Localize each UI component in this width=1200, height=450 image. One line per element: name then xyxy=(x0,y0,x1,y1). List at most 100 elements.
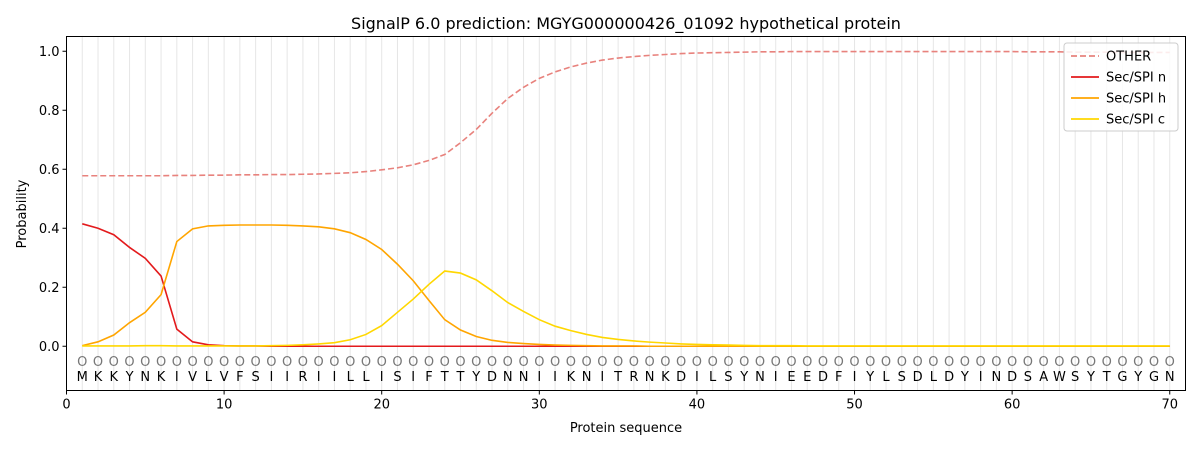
residue-label: S xyxy=(251,370,259,385)
residue-label: L xyxy=(930,370,938,385)
region-marker: O xyxy=(235,355,245,370)
residue-label: N xyxy=(645,370,655,385)
residue-label: K xyxy=(661,370,670,385)
residue-label: F xyxy=(425,370,432,385)
region-marker: O xyxy=(897,355,907,370)
region-marker: O xyxy=(755,355,765,370)
residue-label: E xyxy=(787,370,795,385)
region-marker: O xyxy=(723,355,733,370)
region-marker: O xyxy=(566,355,576,370)
residue-label: N xyxy=(519,370,529,385)
residue-label: T xyxy=(613,370,622,385)
residue-label: E xyxy=(803,370,811,385)
residue-label: Y xyxy=(739,370,748,385)
region-marker: O xyxy=(534,355,544,370)
region-marker: O xyxy=(550,355,560,370)
residue-label: I xyxy=(380,370,384,385)
region-marker: O xyxy=(408,355,418,370)
region-marker: O xyxy=(471,355,481,370)
x-tick-label: 40 xyxy=(689,398,706,413)
region-marker: O xyxy=(708,355,718,370)
region-marker: O xyxy=(660,355,670,370)
region-marker: O xyxy=(1117,355,1127,370)
residue-label: L xyxy=(882,370,890,385)
region-marker: O xyxy=(928,355,938,370)
region-marker: O xyxy=(613,355,623,370)
region-marker: O xyxy=(187,355,197,370)
residue-label: F xyxy=(835,370,842,385)
residue-label: I xyxy=(333,370,337,385)
residue-label: V xyxy=(220,370,229,385)
region-marker: O xyxy=(298,355,308,370)
region-marker: O xyxy=(1086,355,1096,370)
y-tick-label: 0.8 xyxy=(39,104,60,119)
region-marker: O xyxy=(1165,355,1175,370)
residue-label: Y xyxy=(471,370,480,385)
region-marker: O xyxy=(77,355,87,370)
residue-label: I xyxy=(175,370,179,385)
legend-box xyxy=(1063,42,1179,132)
region-marker: O xyxy=(1039,355,1049,370)
series-line-sec-spi-c xyxy=(82,270,1170,347)
region-marker: O xyxy=(140,355,150,370)
residue-label: L xyxy=(709,370,717,385)
x-tick-label: 0 xyxy=(62,398,70,413)
x-tick-label: 10 xyxy=(216,398,233,413)
region-marker: O xyxy=(818,355,828,370)
region-marker: O xyxy=(881,355,891,370)
y-axis-ticks: 0.0 0.2 0.4 0.6 0.8 1.0 xyxy=(39,45,67,355)
residue-label: D xyxy=(944,370,954,385)
x-axis-label: Protein sequence xyxy=(570,421,682,436)
region-marker: O xyxy=(314,355,324,370)
residue-label: I xyxy=(600,370,604,385)
y-tick-label: 1.0 xyxy=(39,45,60,60)
residue-label: N xyxy=(992,370,1002,385)
region-marker: O xyxy=(629,355,639,370)
x-tick-label: 60 xyxy=(1004,398,1021,413)
y-tick-label: 0.2 xyxy=(39,281,60,296)
region-marker: O xyxy=(361,355,371,370)
region-marker: O xyxy=(1149,355,1159,370)
sequence-layer: OMOKOKOYONOKOIOVOLOVOFOSOIOIOROIOIOLOLOI… xyxy=(77,355,1175,385)
region-marker: O xyxy=(849,355,859,370)
residue-label: V xyxy=(188,370,197,385)
legend-label: Sec/SPI c xyxy=(1106,113,1165,128)
y-axis-label: Probability xyxy=(15,179,30,248)
residue-label: F xyxy=(236,370,243,385)
region-marker: O xyxy=(1102,355,1112,370)
region-marker: O xyxy=(124,355,134,370)
region-marker: O xyxy=(424,355,434,370)
residue-label: L xyxy=(205,370,213,385)
residue-label: S xyxy=(898,370,906,385)
region-marker: O xyxy=(786,355,796,370)
region-marker: O xyxy=(109,355,119,370)
region-marker: O xyxy=(440,355,450,370)
region-marker: O xyxy=(503,355,513,370)
residue-label: K xyxy=(157,370,166,385)
region-marker: O xyxy=(960,355,970,370)
residue-label: I xyxy=(553,370,557,385)
residue-label: S xyxy=(724,370,732,385)
chart-title: SignalP 6.0 prediction: MGYG000000426_01… xyxy=(351,14,901,34)
region-marker: O xyxy=(597,355,607,370)
legend-label: Sec/SPI n xyxy=(1106,71,1166,86)
residue-label: N xyxy=(582,370,592,385)
region-marker: O xyxy=(739,355,749,370)
y-tick-label: 0.6 xyxy=(39,163,60,178)
x-axis-ticks: 0 10 20 30 40 50 60 70 xyxy=(62,390,1178,413)
residue-label: W xyxy=(1053,370,1066,385)
residue-label: Y xyxy=(1086,370,1095,385)
residue-label: G xyxy=(1149,370,1159,385)
residue-label: Y xyxy=(1133,370,1142,385)
residue-label: S xyxy=(393,370,401,385)
residue-label: I xyxy=(537,370,541,385)
series-line-sec-spi-h xyxy=(82,224,1170,348)
region-marker: O xyxy=(392,355,402,370)
region-marker: O xyxy=(1133,355,1143,370)
region-marker: O xyxy=(172,355,182,370)
region-marker: O xyxy=(771,355,781,370)
region-marker: O xyxy=(645,355,655,370)
region-marker: O xyxy=(518,355,528,370)
residue-label: Y xyxy=(125,370,134,385)
region-marker: O xyxy=(692,355,702,370)
